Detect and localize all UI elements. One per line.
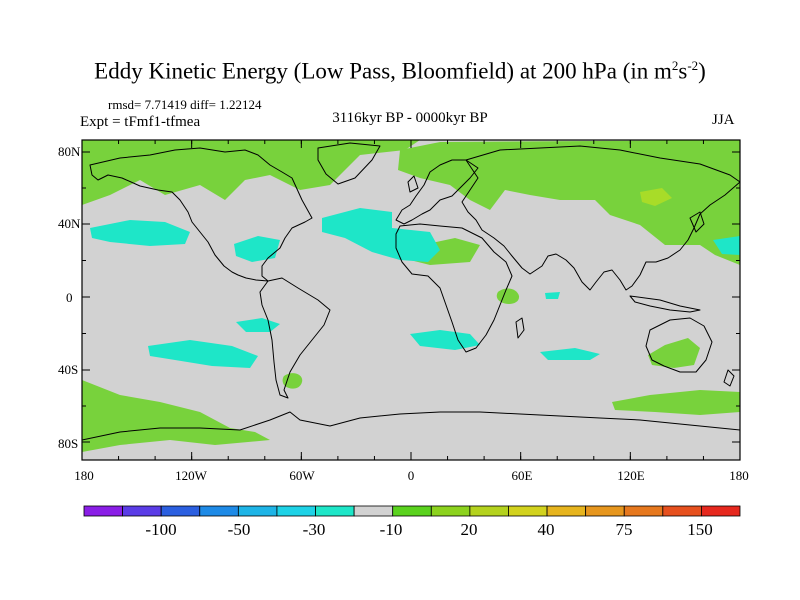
coast-antarctica (82, 411, 740, 441)
colorbar-swatch (508, 505, 548, 517)
stats-label: rmsd= 7.71419 diff= 1.22124 (108, 97, 262, 112)
chart-title: Eddy Kinetic Energy (Low Pass, Bloomfiel… (94, 58, 706, 84)
coast-africa (395, 223, 513, 353)
colorbar-label-1: -100 (145, 520, 177, 539)
coast-new-zealand (723, 369, 735, 387)
axis-ticks (81, 140, 741, 460)
lat-label-eq: 0 (66, 290, 73, 305)
colorbar-swatch (392, 505, 432, 517)
coast-madagascar (515, 317, 525, 339)
lon-label-180e: 180 (729, 468, 749, 483)
coast-australia (645, 317, 713, 373)
coast-maritime-continent (629, 295, 701, 313)
lat-label-80n: 80N (58, 144, 81, 159)
negative-region-north-america (234, 236, 280, 262)
negative-region-north-pacific-east (713, 236, 740, 255)
negative-region-south-pacific (236, 318, 280, 332)
lon-label-60w: 60W (289, 468, 315, 483)
colorbar-label-4: -10 (379, 520, 403, 539)
colorbar-swatch (353, 505, 394, 517)
colorbar-swatch (662, 505, 702, 517)
negative-region-mediterranean (545, 292, 560, 299)
colorbar-label-6: 40 (537, 520, 555, 539)
negative-region-indian-ocean (540, 348, 600, 360)
colorbar-swatch (315, 505, 355, 517)
colorbar-label-7: 75 (615, 520, 633, 539)
colorbar-swatch (585, 505, 625, 517)
colorbar-swatch (237, 505, 278, 517)
colorbar-swatch (546, 505, 587, 517)
experiment-label: Expt = tFmf1-tfmea (80, 114, 201, 130)
colorbar-label-5: 20 (460, 520, 478, 539)
season-label: JJA (712, 112, 735, 128)
lat-label-80s: 80S (58, 436, 79, 451)
colorbar-swatch (276, 505, 316, 517)
coast-greenland (317, 142, 381, 185)
negative-region-north-atlantic (322, 208, 440, 262)
coast-asia (461, 145, 740, 291)
positive-region-antarctic-margin (88, 428, 150, 442)
colorbar-swatch (122, 505, 162, 517)
coast-japan (689, 211, 705, 233)
colorbar-swatch (701, 505, 741, 517)
coast-south-america (259, 277, 331, 399)
lon-label-120e: 120E (617, 468, 645, 483)
lat-label-40s: 40S (58, 362, 79, 377)
lon-label-180w: 180 (74, 468, 94, 483)
colorbar-swatch (430, 505, 471, 517)
coast-north-america (89, 147, 313, 282)
negative-region-south-pacific-large (148, 340, 258, 368)
lon-label-120w: 120W (175, 468, 207, 483)
positive-region-north-america (82, 140, 420, 205)
colorbar-swatch (469, 505, 509, 517)
colorbar-swatch (199, 505, 239, 517)
negative-anomaly-regions (90, 208, 740, 368)
positive-region-australia (648, 338, 700, 368)
colorbar (83, 505, 741, 517)
colorbar-label-2: -50 (227, 520, 251, 539)
colorbar-label-8: 150 (687, 520, 713, 539)
strong-positive-region-north-pacific (640, 188, 672, 206)
positive-region-south-america (282, 373, 303, 389)
period-label: 3116kyr BP - 0000kyr BP (332, 110, 488, 126)
positive-region-indian-ocean (612, 390, 740, 415)
positive-region-eurasia (398, 140, 740, 265)
colorbar-swatch (160, 505, 201, 517)
coastlines (82, 142, 740, 441)
colorbar-label-3: -30 (302, 520, 326, 539)
colorbar-swatch (623, 505, 664, 517)
strong-positive-regions (640, 188, 672, 206)
map-field (82, 140, 740, 460)
colorbar-swatch (83, 505, 123, 517)
negative-region-south-atlantic (410, 330, 480, 350)
lon-label-60e: 60E (511, 468, 533, 483)
negative-region-north-pacific (90, 220, 190, 246)
lon-label-0: 0 (407, 468, 415, 483)
lat-label-40n: 40N (58, 216, 81, 231)
coast-europe (395, 159, 479, 225)
coast-uk (407, 175, 419, 193)
